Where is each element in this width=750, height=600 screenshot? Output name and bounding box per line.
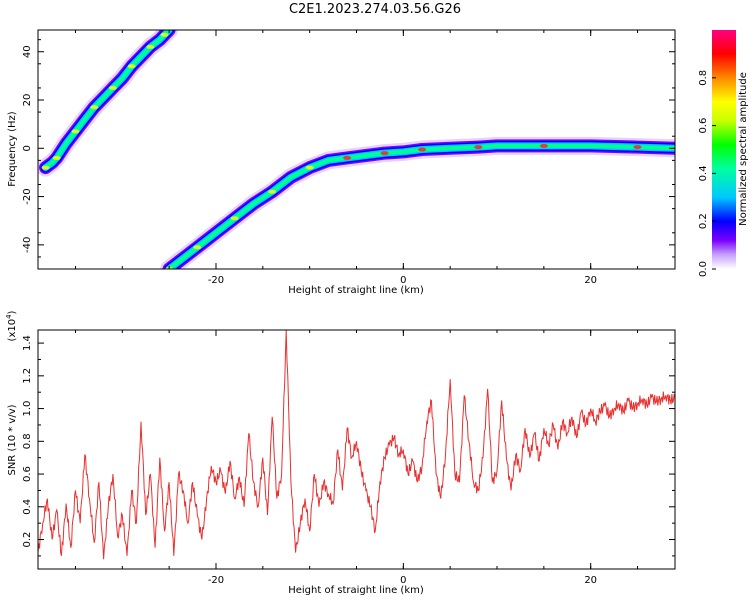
figure-title: C2E1.2023.274.03.56.G26 xyxy=(289,2,461,17)
colorbar-tick-label: 0.2 xyxy=(698,213,709,229)
y-tick-label: 0.4 xyxy=(22,499,33,515)
ridge-hotspot xyxy=(343,155,352,160)
x-tick-label: 20 xyxy=(584,275,597,286)
y-tick-label: 40 xyxy=(22,45,33,58)
ridge-hotspot xyxy=(193,245,202,250)
snr-panel: -20 0 20 0.2 0.4 0.6 0.8 1.0 1.2 1.4 Height of st… xyxy=(5,310,676,596)
ridge-hotspot xyxy=(539,143,548,148)
ridge-hotspot xyxy=(160,32,169,37)
spectrogram-xlabel: Height of straight line (km) xyxy=(288,285,424,296)
ridge-hotspot xyxy=(108,85,117,90)
snr-series-line xyxy=(38,330,675,560)
y-tick-label: -20 xyxy=(22,188,33,204)
colorbar-ticks: 0.0 0.2 0.4 0.6 0.8 xyxy=(698,70,716,277)
colorbar-label: Normalized spectral amplitude xyxy=(738,72,749,226)
snr-frame xyxy=(37,329,676,570)
y-tick-label: 0.8 xyxy=(22,433,33,449)
ridge-hotspot xyxy=(90,105,99,110)
ridge-hotspot xyxy=(380,151,389,156)
y-tick-label: 0.6 xyxy=(22,466,33,482)
ridge-hotspot xyxy=(474,145,483,150)
colorbar-gradient xyxy=(712,30,736,269)
spectrogram-ylabel: Frequency (Hz) xyxy=(7,111,18,187)
snr-ylabel: SNR (10 * v/v) xyxy=(7,404,18,475)
ridge-hotspot xyxy=(127,64,136,69)
snr-multiplier: (x104) xyxy=(5,310,18,341)
x-tick-label: -20 xyxy=(208,275,224,286)
y-tick-label: 0.2 xyxy=(22,532,33,548)
y-tick-label: 1.0 xyxy=(22,401,33,417)
y-tick-label: 20 xyxy=(22,94,33,107)
x-tick-label: 0 xyxy=(400,575,406,586)
ridge-hotspot xyxy=(633,145,642,150)
spectrogram-panel: -20 0 20 40 20 0 -20 -40 Height of straight lin… xyxy=(7,29,676,296)
ridge-1-layer-3 xyxy=(165,142,675,269)
colorbar: 0.0 0.2 0.4 0.6 0.8 Normalized spectral ampl… xyxy=(698,30,749,277)
ridge-hotspot xyxy=(305,165,314,170)
spectrogram-ridges xyxy=(38,30,675,269)
colorbar-tick-label: 0.4 xyxy=(698,165,709,181)
ridge-0-layer-4 xyxy=(43,30,172,170)
ridge-hotspot xyxy=(71,129,80,134)
y-tick-label: 1.2 xyxy=(22,368,33,384)
y-tick-label: 0 xyxy=(22,145,33,151)
x-tick-label: 20 xyxy=(584,575,597,586)
colorbar-tick-label: 0.0 xyxy=(698,261,709,277)
ridge-hotspot xyxy=(146,44,155,49)
spectrogram-ticks: -20 0 20 40 20 0 -20 -40 xyxy=(22,30,675,286)
x-tick-label: 0 xyxy=(400,275,406,286)
ridge-hotspot xyxy=(52,155,61,160)
ridge-1-layer-4 xyxy=(167,143,675,269)
y-tick-label: -40 xyxy=(22,237,33,253)
ridge-hotspot xyxy=(268,189,277,194)
colorbar-tick-label: 0.6 xyxy=(698,118,709,134)
colorbar-tick-label: 0.8 xyxy=(698,70,709,86)
ridge-hotspot xyxy=(230,216,239,221)
snr-ticks: -20 0 20 0.2 0.4 0.6 0.8 1.0 1.2 1.4 xyxy=(22,330,675,586)
ridge-hotspot xyxy=(41,165,50,170)
x-tick-label: -20 xyxy=(208,575,224,586)
snr-xlabel: Height of straight line (km) xyxy=(288,585,424,596)
ridge-hotspot xyxy=(418,147,427,152)
y-tick-label: 1.4 xyxy=(22,335,33,351)
